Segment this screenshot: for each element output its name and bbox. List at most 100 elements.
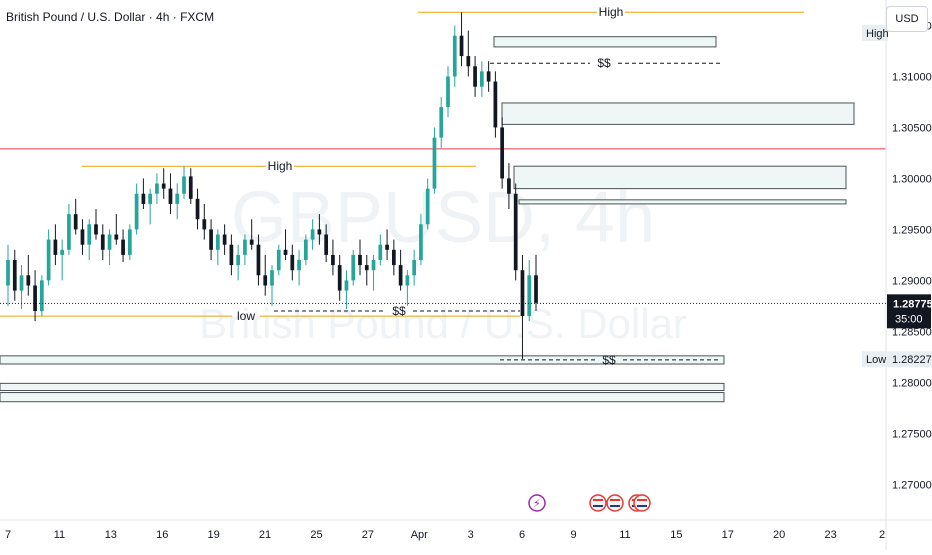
candle-body xyxy=(331,254,335,266)
x-tick-label: 3 xyxy=(468,529,474,541)
level-label: High xyxy=(268,159,293,173)
us-flag-stripe-icon xyxy=(593,505,603,507)
candle-body xyxy=(73,214,78,230)
x-tick-label: Apr xyxy=(411,529,428,541)
symbol-title: British Pound / U.S. Dollar · 4h · FXCM xyxy=(6,10,215,24)
candle-body xyxy=(175,193,180,204)
candle-body xyxy=(391,249,396,266)
us-flag-icon xyxy=(589,494,607,512)
x-tick-label: 19 xyxy=(208,529,220,541)
us-flag-icon xyxy=(606,494,624,512)
x-tick-label: 27 xyxy=(362,529,374,541)
candle-body xyxy=(39,280,44,311)
candle-body xyxy=(6,260,10,286)
candle-body xyxy=(466,56,471,67)
candle-body xyxy=(67,214,71,250)
candle-body xyxy=(46,239,51,281)
low-price-box xyxy=(888,351,932,368)
x-tick-label: 11 xyxy=(619,529,630,541)
candle-body xyxy=(473,66,477,87)
candle-body xyxy=(87,224,92,245)
candle-body xyxy=(439,107,444,138)
candle-body xyxy=(493,81,498,128)
candle-body xyxy=(188,176,193,199)
candle-body xyxy=(534,275,538,303)
liquidity-zone xyxy=(0,392,725,403)
liquidity-zone xyxy=(493,36,717,48)
candle-body xyxy=(358,254,362,266)
candle-body xyxy=(378,244,383,260)
candle-body xyxy=(53,239,58,255)
candle-body xyxy=(513,193,518,271)
candle-body xyxy=(520,270,525,317)
y-tick-label: 1.28500 xyxy=(892,326,932,338)
candle-body xyxy=(419,224,423,260)
candle-body xyxy=(297,260,301,271)
candle-body xyxy=(195,198,200,220)
candle-body xyxy=(310,229,315,240)
candle-body xyxy=(371,260,376,271)
liquidity-zone xyxy=(0,382,725,392)
candle-body xyxy=(12,260,17,291)
liquidity-zone xyxy=(518,199,847,205)
lightning-icon: ⚡ xyxy=(533,498,541,510)
us-flag-icon xyxy=(633,494,651,512)
candle-body xyxy=(500,127,505,179)
candle-body xyxy=(168,188,173,204)
candle-body xyxy=(229,244,234,266)
high-tag: High xyxy=(866,28,889,40)
countdown-label: 35:00 xyxy=(895,313,923,325)
candle-body xyxy=(141,193,146,204)
y-tick-label: 1.29500 xyxy=(892,224,932,236)
y-tick-label: 1.27500 xyxy=(892,428,932,440)
candle-body xyxy=(303,239,308,260)
us-flag-stripe-icon xyxy=(637,499,647,501)
candle-body xyxy=(26,275,31,286)
candle-body xyxy=(161,183,166,189)
candle-body xyxy=(324,234,329,255)
candle-body xyxy=(351,254,356,281)
y-tick-label: 1.29000 xyxy=(892,275,932,287)
low-tag-box xyxy=(862,351,888,368)
currency-button[interactable]: USD xyxy=(886,6,928,32)
last-price-label: 1.28775 xyxy=(893,298,932,310)
candle-body xyxy=(60,249,65,255)
level-label: $$ xyxy=(392,304,406,318)
level-label: $$ xyxy=(597,56,611,70)
candle-body xyxy=(121,239,125,255)
candle-body xyxy=(270,270,274,286)
liquidity-zone xyxy=(501,102,855,125)
candle-body xyxy=(412,260,417,276)
y-tick-label: 1.27000 xyxy=(892,479,932,491)
y-tick-label: 1.31000 xyxy=(892,71,932,83)
candle-body xyxy=(155,183,159,194)
x-tick-label: 2 xyxy=(879,529,885,541)
candle-body xyxy=(19,275,24,291)
candle-body xyxy=(344,280,349,291)
candle-body xyxy=(80,229,85,245)
candle-body xyxy=(337,265,342,291)
candle-body xyxy=(405,275,410,286)
candle-body xyxy=(182,176,186,194)
x-tick-label: 7 xyxy=(5,529,11,541)
watermark-description: British Pound / U.S. Dollar xyxy=(199,300,687,347)
x-tick-label: 21 xyxy=(259,529,271,541)
candle-body xyxy=(100,234,105,250)
candle-body xyxy=(452,35,457,77)
candle-body xyxy=(222,234,227,245)
us-flag-stripe-icon xyxy=(637,505,647,507)
candle-body xyxy=(33,285,37,311)
x-tick-label: 23 xyxy=(824,529,836,541)
candle-body xyxy=(215,234,220,250)
candle-body xyxy=(148,193,153,204)
candle-body xyxy=(249,239,254,245)
x-tick-label: 11 xyxy=(54,529,65,541)
liquidity-zone xyxy=(513,165,847,190)
x-tick-label: 25 xyxy=(310,529,322,541)
last-price-box xyxy=(887,294,931,329)
candle-body xyxy=(398,265,403,286)
candle-body xyxy=(364,265,369,271)
candle-body xyxy=(202,219,207,230)
